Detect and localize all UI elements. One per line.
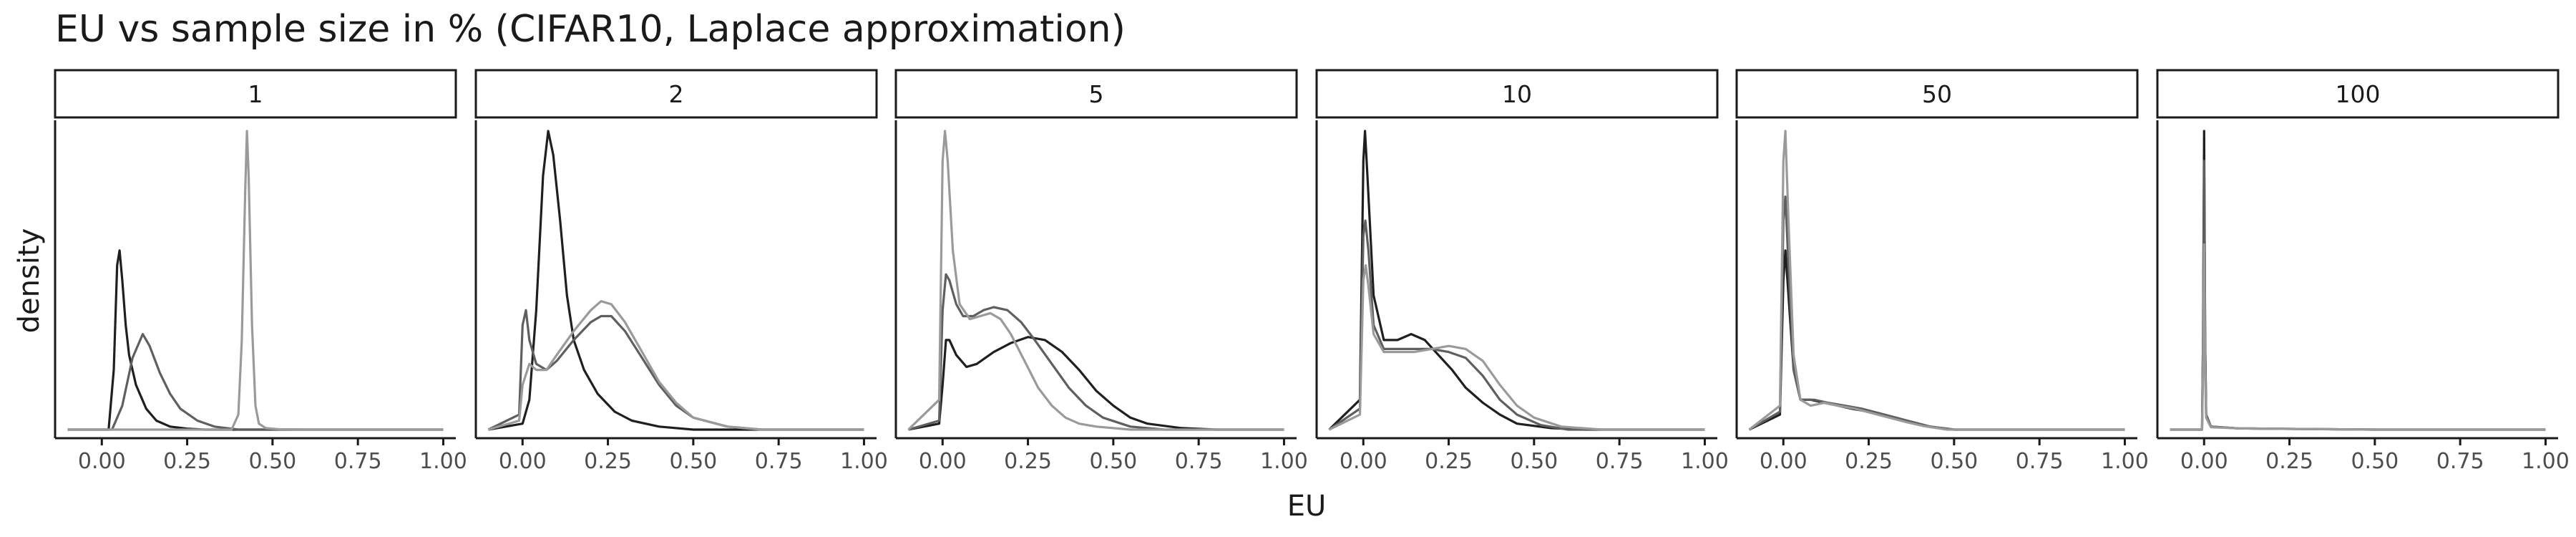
x-tick-label: 0.00	[919, 449, 967, 474]
x-tick-label: 0.25	[1425, 449, 1473, 474]
density-line-3	[488, 300, 864, 431]
x-tick-label: 0.50	[1510, 449, 1558, 474]
x-tick-label: 1.00	[2522, 449, 2570, 474]
x-tick-label: 1.00	[840, 449, 888, 474]
x-tick-label: 0.50	[669, 449, 717, 474]
x-tick-label: 0.25	[1004, 449, 1052, 474]
density-line-1	[2170, 130, 2546, 431]
density-line-3	[907, 130, 1284, 431]
x-tick-label: 0.00	[78, 449, 126, 474]
facet-panel-50: 50 0.00 0.25 0.50 0.75 1.00	[1735, 69, 2149, 474]
x-tick-label: 0.25	[1845, 449, 1893, 474]
x-tick-label: 0.00	[499, 449, 547, 474]
density-line-3	[67, 130, 444, 431]
density-line-2	[1328, 219, 1705, 431]
facet-panel-10: 10 0.00 0.25 0.50 0.75 1.00	[1315, 69, 1729, 474]
x-axis-title: EU	[1287, 490, 1327, 523]
x-tick-label: 0.75	[1596, 449, 1644, 474]
density-line-3	[2170, 243, 2546, 431]
density-line-1	[908, 336, 1284, 431]
x-tick-label: 0.75	[755, 449, 803, 474]
x-tick-label: 0.50	[1930, 449, 1978, 474]
chart-title: EU vs sample size in % (CIFAR10, Laplace…	[55, 8, 1126, 51]
facet-strip-label: 100	[2336, 80, 2381, 108]
density-line-2	[2170, 160, 2546, 431]
facet-strip	[1315, 69, 1719, 119]
x-tick-label: 0.75	[2436, 449, 2484, 474]
facet-strip	[2156, 69, 2560, 119]
x-tick-label: 0.00	[1760, 449, 1807, 474]
x-tick-label: 1.00	[1681, 449, 1729, 474]
x-tick-label: 0.75	[334, 449, 382, 474]
facet-strip	[474, 69, 878, 119]
facet-panel-1: 1 0.00 0.25 0.50 0.75 1.00	[54, 69, 467, 474]
facet-panel-100: 100 0.00 0.25 0.50 0.75 1.00	[2156, 69, 2570, 474]
x-tick-label: 1.00	[419, 449, 467, 474]
facet-strip-label: 10	[1502, 80, 1532, 108]
x-tick-label: 0.50	[2351, 449, 2399, 474]
x-tick-label: 1.00	[2101, 449, 2149, 474]
facets-group: 1 0.00 0.25 0.50 0.75 1.00 2 0.00 0.25 0.50 0.75 1.…	[54, 69, 2570, 474]
x-tick-label: 0.00	[1340, 449, 1387, 474]
density-line-2	[908, 273, 1284, 431]
facet-strip	[1735, 69, 2139, 119]
x-tick-label: 1.00	[1260, 449, 1308, 474]
density-line-2	[67, 333, 444, 431]
facet-strip-label: 1	[248, 80, 263, 108]
density-line-3	[1328, 264, 1705, 431]
facet-panel-5: 5 0.00 0.25 0.50 0.75 1.00	[894, 69, 1308, 474]
x-tick-label: 0.75	[1175, 449, 1223, 474]
density-line-3	[1748, 130, 2125, 431]
facet-strip-label: 5	[1089, 80, 1104, 108]
facet-strip-label: 50	[1922, 80, 1952, 108]
density-line-1	[1328, 130, 1705, 431]
x-tick-label: 0.50	[248, 449, 296, 474]
facet-strip-label: 2	[669, 80, 684, 108]
facet-strip	[54, 69, 457, 119]
density-line-1	[488, 130, 864, 431]
x-tick-label: 0.25	[2265, 449, 2313, 474]
y-axis-title: density	[13, 228, 46, 334]
x-tick-label: 0.25	[584, 449, 632, 474]
x-tick-label: 0.50	[1089, 449, 1137, 474]
x-tick-label: 0.00	[2180, 449, 2228, 474]
facet-strip	[894, 69, 1298, 119]
density-line-1	[67, 249, 444, 431]
x-tick-label: 0.25	[163, 449, 211, 474]
x-tick-label: 0.75	[2016, 449, 2064, 474]
facet-panel-2: 2 0.00 0.25 0.50 0.75 1.00	[474, 69, 888, 474]
density-line-2	[1748, 195, 2125, 431]
